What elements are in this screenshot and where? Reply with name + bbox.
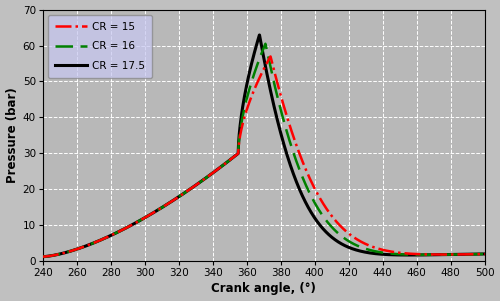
CR = 16 [228,157,234,161]
CR = 15 [228,157,234,161]
CR = 15 [90,241,96,245]
CR = 15 [209,172,215,175]
CR = 17.5 [473,252,479,256]
Line: CR = 17.5: CR = 17.5 [43,35,484,257]
CR = 16 [209,172,215,175]
CR = 15 [426,253,432,256]
CR = 16 [473,252,479,256]
CR = 16 [262,42,268,45]
CR = 17.5 [209,172,215,175]
CR = 16 [426,253,432,256]
CR = 17.5 [228,157,234,161]
CR = 15 [40,255,46,259]
Line: CR = 15: CR = 15 [43,57,484,257]
CR = 17.5 [116,230,122,233]
CR = 17.5 [426,253,432,257]
Y-axis label: Pressure (bar): Pressure (bar) [6,88,18,183]
Line: CR = 16: CR = 16 [43,44,484,257]
Legend: CR = 15, CR = 16, CR = 17.5: CR = 15, CR = 16, CR = 17.5 [48,15,152,78]
CR = 15 [473,253,479,256]
CR = 16 [116,230,122,233]
CR = 16 [90,241,96,245]
X-axis label: Crank angle, (°): Crank angle, (°) [212,282,316,296]
CR = 15 [268,55,274,58]
CR = 15 [116,230,122,233]
CR = 15 [482,252,488,256]
CR = 17.5 [482,252,488,256]
CR = 17.5 [256,33,262,37]
CR = 17.5 [90,241,96,245]
CR = 17.5 [40,255,46,259]
CR = 16 [482,252,488,256]
CR = 16 [40,255,46,259]
